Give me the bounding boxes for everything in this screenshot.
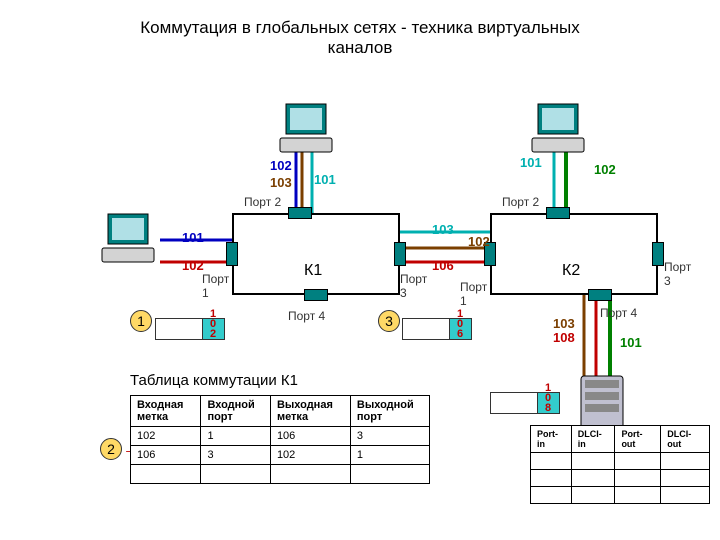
port-k2-4	[588, 289, 612, 301]
table-row	[531, 453, 710, 470]
page-title-2: каналов	[0, 38, 720, 58]
port-k2-4-label: Порт 4	[600, 306, 637, 320]
table-header: DLCI-out	[661, 426, 710, 453]
port-k2-2-label: Порт 2	[502, 195, 539, 209]
port-k1-3-label: Порт 3	[400, 272, 430, 300]
computer-top-left	[278, 100, 338, 155]
vc-label-5: 103	[432, 222, 454, 237]
vc-label-0: 102	[270, 158, 292, 173]
switch-k2-label: К2	[562, 262, 580, 280]
port-k1-1	[226, 242, 238, 266]
port-k1-4	[304, 289, 328, 301]
port-k1-2-label: Порт 2	[244, 195, 281, 209]
table-title: Таблица коммутации К1	[130, 372, 298, 389]
port-k1-3	[394, 242, 406, 266]
switch-k1	[232, 213, 400, 295]
vc-label-4: 102	[182, 258, 204, 273]
vc-label-2: 101	[314, 172, 336, 187]
computer-left	[100, 210, 160, 265]
vc-label-1: 103	[270, 175, 292, 190]
vc-label-8: 101	[520, 155, 542, 170]
badge-2: 2	[100, 438, 122, 460]
table-row	[131, 465, 430, 484]
port-k2-1-label: Порт 1	[460, 280, 490, 308]
vc-label-10: 103	[553, 316, 575, 331]
vc-label-12: 101	[620, 335, 642, 350]
table-header: Выходной порт	[350, 396, 429, 427]
page-title-1: Коммутация в глобальных сетях - техника …	[0, 18, 720, 38]
table-row	[531, 487, 710, 504]
table-row	[531, 470, 710, 487]
vc-label-3: 101	[182, 230, 204, 245]
table-header: Port-in	[531, 426, 572, 453]
vc-label-11: 108	[553, 330, 575, 345]
port-k1-2	[288, 207, 312, 219]
table-header: Выходная метка	[270, 396, 350, 427]
packet-3-label: 106	[457, 309, 463, 339]
port-k1-1-label: Порт 1	[202, 272, 232, 300]
packet-server-label: 108	[545, 383, 551, 413]
port-k2-3	[652, 242, 664, 266]
commutation-table-k1: Входная меткаВходной портВыходная меткаВ…	[130, 395, 430, 484]
table-header: DLCI-in	[571, 426, 615, 453]
table-row: 10211063	[131, 427, 430, 446]
table-row: 10631021	[131, 446, 430, 465]
table-header: Входная метка	[131, 396, 201, 427]
switch-k2	[490, 213, 658, 295]
port-k1-4-label: Порт 4	[288, 309, 325, 323]
vc-label-9: 102	[594, 162, 616, 177]
badge-1: 1	[130, 310, 152, 332]
vc-label-7: 106	[432, 258, 454, 273]
table-header: Port-out	[615, 426, 661, 453]
port-k2-2	[546, 207, 570, 219]
port-k2-3-label: Порт 3	[664, 260, 698, 288]
switch-k1-label: К1	[304, 262, 322, 280]
table-header: Входной порт	[201, 396, 271, 427]
computer-top-right	[530, 100, 590, 155]
secondary-table: Port-inDLCI-inPort-outDLCI-out	[530, 425, 710, 504]
badge-3: 3	[378, 310, 400, 332]
vc-label-6: 102	[468, 234, 490, 249]
packet-1-label: 102	[210, 309, 216, 339]
